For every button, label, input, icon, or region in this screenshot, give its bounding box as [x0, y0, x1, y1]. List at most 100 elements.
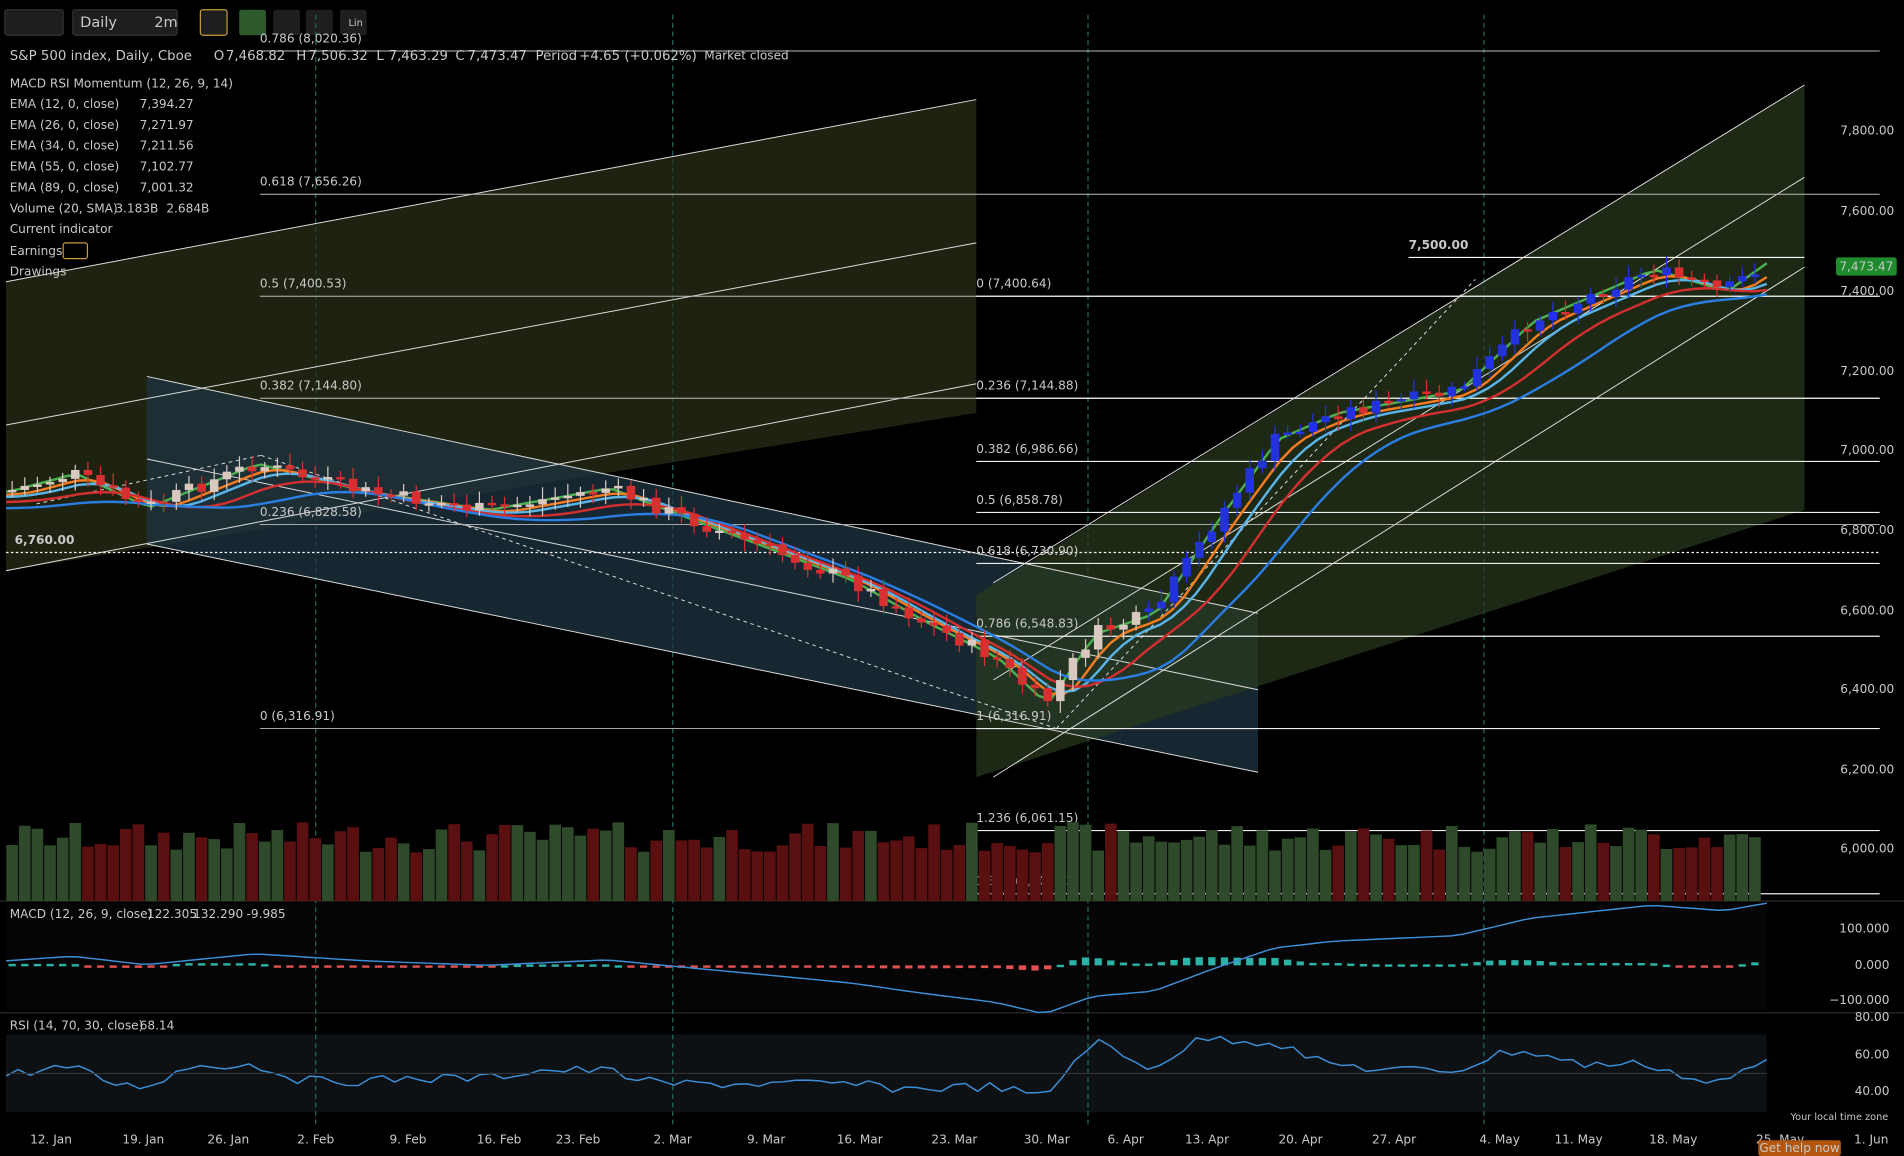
scale-button[interactable] [340, 9, 367, 36]
ema-name: EMA (89, 0, close) [10, 180, 120, 194]
macd-bar [791, 965, 799, 968]
x-axis-label: 12. Jan [30, 1133, 72, 1147]
candle-body [1119, 624, 1128, 630]
candle-body [361, 487, 370, 492]
x-axis-label: 1. Jun [1854, 1133, 1888, 1147]
ohlc-value: 7,463.29 [389, 49, 448, 64]
candle-body [184, 483, 194, 491]
macd-bar [336, 965, 345, 968]
candle-body [374, 487, 383, 495]
fib-label: 0.382 (7,144.80) [260, 379, 362, 393]
crosshair-button[interactable] [306, 9, 333, 36]
clock-button[interactable] [273, 9, 300, 36]
candle-body [891, 606, 901, 609]
interval-select[interactable] [72, 9, 178, 36]
macd-bar [1182, 957, 1191, 966]
period-label: Period [536, 49, 578, 64]
macd-bar [1296, 961, 1304, 966]
candle-body [412, 491, 421, 504]
y-axis-label: 7,200.00 [1840, 364, 1894, 378]
candle-body [500, 504, 509, 507]
macd-bar [1549, 961, 1557, 966]
candle-body [1599, 294, 1608, 297]
candle-body [1131, 612, 1141, 625]
macd-bar [235, 963, 244, 966]
x-axis-label: 23. Mar [931, 1133, 977, 1147]
volume-bar [587, 828, 599, 901]
indicator-button[interactable] [239, 9, 266, 36]
macd-line [6, 902, 1767, 1014]
macd-bar [501, 965, 509, 968]
candle-body [1030, 684, 1040, 689]
volume-bar [1067, 822, 1079, 901]
y-axis-label: 7,400.00 [1840, 284, 1894, 298]
ohlc-value: 7,468.82 [226, 49, 285, 64]
volume-bar [1130, 842, 1142, 901]
candle-body [1169, 576, 1179, 602]
volume-bar [1660, 848, 1673, 901]
macd-bar [387, 965, 395, 968]
macd-bar [1107, 960, 1115, 966]
y-axis-label: 6,000.00 [1840, 841, 1894, 855]
settings-button[interactable] [199, 9, 228, 36]
rsi-value: 68.14 [140, 1019, 175, 1033]
candle-body [310, 477, 320, 480]
macd-bar [1170, 959, 1178, 966]
fib-label: 0 (7,400.64) [976, 277, 1051, 291]
x-axis-label: 9. Feb [390, 1133, 427, 1147]
volume-bar [1105, 823, 1117, 901]
candle-body [1106, 625, 1116, 630]
macd-bar [248, 963, 256, 966]
volume-bar [663, 829, 675, 901]
volume-bar [953, 845, 966, 901]
macd-bar [450, 965, 458, 968]
volume-bar [221, 848, 233, 901]
volume-bar [637, 851, 650, 901]
volume-bar [675, 840, 688, 901]
macd-bar [1561, 962, 1570, 966]
candle-body [677, 507, 686, 514]
volume-bar [296, 822, 309, 901]
macd-bar [1119, 962, 1128, 966]
candle-body [1523, 329, 1532, 332]
macd-bar [8, 963, 16, 967]
volume-bar [1054, 825, 1067, 901]
drawings: Drawings [10, 265, 67, 279]
macd-bar [955, 965, 963, 969]
candle-body [1270, 433, 1280, 461]
macd-bar [1498, 960, 1506, 966]
ohlc-label: L [376, 49, 384, 64]
fib-label: 0.236 (6,828.58) [260, 505, 362, 519]
macd-bar [879, 965, 888, 969]
earnings-toggle[interactable] [62, 242, 89, 260]
candle-body [866, 589, 876, 592]
volume-bar [801, 823, 814, 901]
volume-bar [688, 839, 700, 901]
y-axis-label: 6,200.00 [1840, 762, 1894, 776]
macd-bar [778, 965, 787, 968]
chart-type-button[interactable] [4, 9, 64, 36]
volume-bar [498, 824, 511, 901]
fib-label: 0.786 (8,020.36) [260, 31, 362, 45]
macd-bar [715, 965, 723, 968]
fib-label: 0.382 (6,986.66) [976, 442, 1078, 456]
candle-body [1397, 399, 1406, 402]
macd-bar [84, 965, 92, 968]
candle-body [1649, 274, 1659, 278]
volume-bar [738, 849, 751, 901]
volume-bar [915, 848, 928, 901]
volume-bar [334, 831, 347, 901]
ema-name: EMA (26, 0, close) [10, 118, 120, 132]
rsi-line [5, 1035, 1768, 1094]
volume-bar [69, 822, 82, 901]
candle-body [348, 478, 358, 492]
volume-bar [1433, 849, 1445, 901]
candle-body [1738, 276, 1747, 282]
volume-bar [1117, 830, 1130, 901]
volume-bar [423, 849, 435, 901]
rsi-axis-label: 80.00 [1855, 1010, 1890, 1024]
macd-bar [160, 965, 168, 968]
help-button[interactable] [1758, 1140, 1841, 1156]
candle-body [1056, 680, 1065, 702]
volume-bar [700, 847, 713, 901]
